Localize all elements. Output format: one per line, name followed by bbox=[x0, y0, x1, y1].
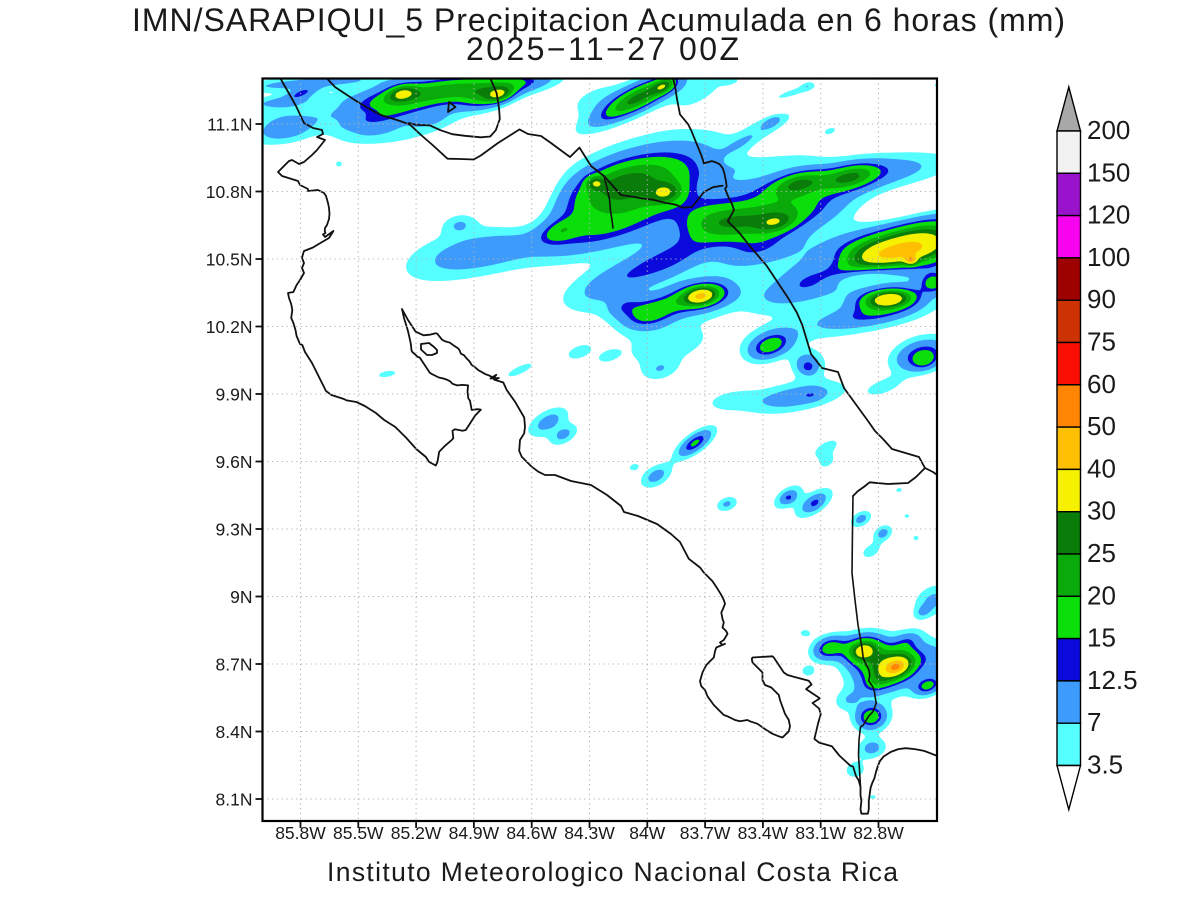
svg-text:11.1N: 11.1N bbox=[207, 115, 252, 135]
svg-text:12.5: 12.5 bbox=[1087, 665, 1138, 695]
svg-text:83.1W: 83.1W bbox=[795, 823, 846, 843]
svg-text:10.5N: 10.5N bbox=[206, 250, 253, 270]
svg-text:2025−11−27 00Z: 2025−11−27 00Z bbox=[466, 31, 739, 67]
svg-text:84.6W: 84.6W bbox=[506, 823, 557, 843]
svg-text:100: 100 bbox=[1087, 242, 1130, 272]
svg-text:150: 150 bbox=[1087, 157, 1130, 187]
svg-text:84.9W: 84.9W bbox=[449, 823, 500, 843]
svg-text:120: 120 bbox=[1087, 200, 1130, 230]
svg-text:9.3N: 9.3N bbox=[216, 520, 253, 540]
svg-text:30: 30 bbox=[1087, 496, 1116, 526]
svg-text:25: 25 bbox=[1087, 538, 1116, 568]
svg-text:82.8W: 82.8W bbox=[853, 823, 904, 843]
svg-text:9.6N: 9.6N bbox=[216, 452, 253, 472]
svg-text:85.2W: 85.2W bbox=[391, 823, 442, 843]
svg-text:83.7W: 83.7W bbox=[680, 823, 731, 843]
svg-text:8.4N: 8.4N bbox=[216, 722, 253, 742]
svg-text:IMN/SARAPIQUI_5 Precipitacion: IMN/SARAPIQUI_5 Precipitacion Acumulada … bbox=[132, 2, 1065, 38]
svg-text:7: 7 bbox=[1087, 707, 1101, 737]
svg-text:8.1N: 8.1N bbox=[216, 790, 253, 810]
svg-text:90: 90 bbox=[1087, 284, 1116, 314]
svg-text:50: 50 bbox=[1087, 411, 1116, 441]
svg-text:200: 200 bbox=[1087, 115, 1130, 145]
svg-text:85.8W: 85.8W bbox=[275, 823, 326, 843]
svg-text:83.4W: 83.4W bbox=[738, 823, 789, 843]
svg-text:Instituto Meteorologico Nacion: Instituto Meteorologico Nacional Costa R… bbox=[327, 857, 898, 887]
svg-text:10.2N: 10.2N bbox=[206, 317, 253, 337]
svg-text:40: 40 bbox=[1087, 453, 1116, 483]
svg-text:8.7N: 8.7N bbox=[216, 655, 253, 675]
svg-text:85.5W: 85.5W bbox=[333, 823, 384, 843]
svg-text:84W: 84W bbox=[629, 823, 665, 843]
svg-text:3.5: 3.5 bbox=[1087, 750, 1123, 780]
svg-text:60: 60 bbox=[1087, 369, 1116, 399]
svg-text:9N: 9N bbox=[230, 587, 252, 607]
svg-text:75: 75 bbox=[1087, 327, 1116, 357]
svg-text:9.9N: 9.9N bbox=[216, 385, 253, 405]
svg-text:10.8N: 10.8N bbox=[206, 182, 253, 202]
svg-text:84.3W: 84.3W bbox=[564, 823, 615, 843]
svg-text:20: 20 bbox=[1087, 580, 1116, 610]
svg-text:15: 15 bbox=[1087, 623, 1116, 653]
